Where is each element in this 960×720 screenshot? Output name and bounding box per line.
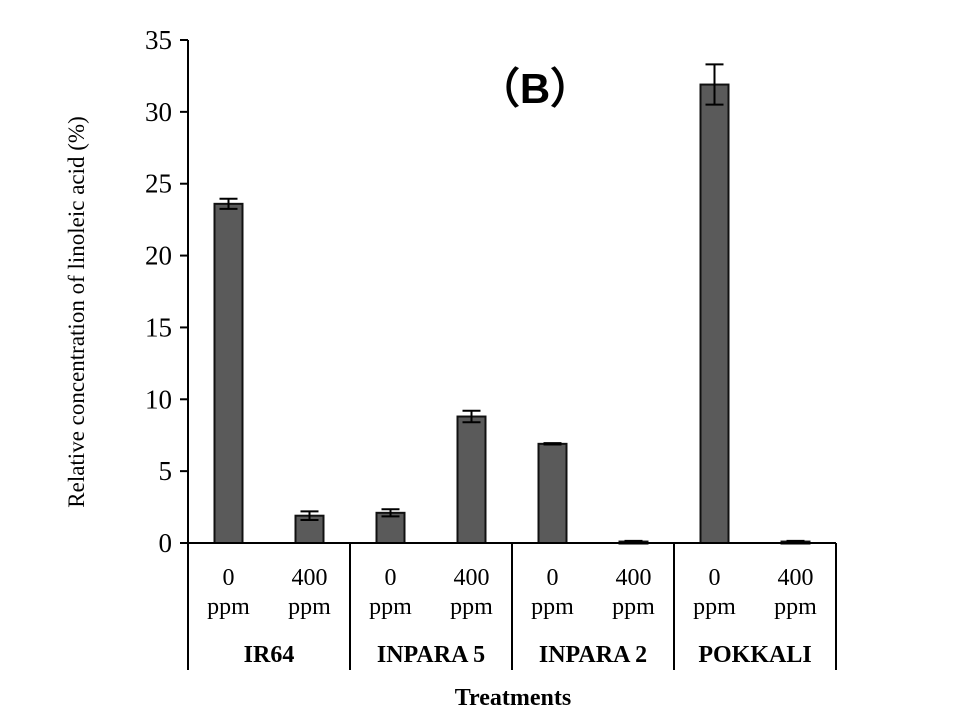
y-tick-label: 0: [159, 528, 173, 558]
x-tick-dose-label: 400: [292, 565, 328, 591]
group-label: IR64: [244, 642, 295, 668]
x-tick-unit-label: ppm: [288, 594, 331, 620]
x-tick-dose-label: 400: [454, 565, 490, 591]
bar: [699, 83, 730, 545]
bar: [213, 202, 244, 544]
bar: [375, 511, 406, 545]
y-tick-label: 10: [145, 384, 172, 414]
x-tick-unit-label: ppm: [369, 594, 412, 620]
axes: [180, 39, 837, 670]
y-tick-label: 5: [159, 456, 173, 486]
x-tick-unit-label: ppm: [774, 594, 817, 620]
x-tick-unit-label: ppm: [450, 594, 493, 620]
bars: [213, 63, 811, 545]
group-label: INPARA 2: [539, 642, 647, 668]
group-label: POKKALI: [698, 642, 811, 668]
x-tick-dose-label: 0: [547, 565, 559, 591]
panel-label: （B）: [478, 65, 592, 112]
y-axis-title: Relative concentration of linoleic acid …: [64, 116, 89, 507]
y-tick-label: 15: [145, 312, 172, 342]
group-label: INPARA 5: [377, 642, 485, 668]
x-axis-title: Treatments: [455, 685, 571, 711]
x-tick-dose-label: 0: [709, 565, 721, 591]
y-tick-label: 20: [145, 241, 172, 271]
x-tick-unit-label: ppm: [531, 594, 574, 620]
labels: 0 5 10 15 20 25 30 35 0 ppm 400 ppm IR64 0 ppm 400 ppm IN…: [145, 25, 817, 668]
x-tick-dose-label: 400: [778, 565, 814, 591]
bar: [537, 442, 568, 544]
y-tick-label: 25: [145, 169, 172, 199]
bar: [456, 415, 487, 545]
x-tick-unit-label: ppm: [693, 594, 736, 620]
x-tick-unit-label: ppm: [612, 594, 655, 620]
y-tick-label: 35: [145, 25, 172, 55]
y-tick-label: 30: [145, 97, 172, 127]
x-tick-unit-label: ppm: [207, 594, 250, 620]
x-tick-dose-label: 0: [385, 565, 397, 591]
x-tick-dose-label: 0: [223, 565, 235, 591]
x-tick-dose-label: 400: [616, 565, 652, 591]
